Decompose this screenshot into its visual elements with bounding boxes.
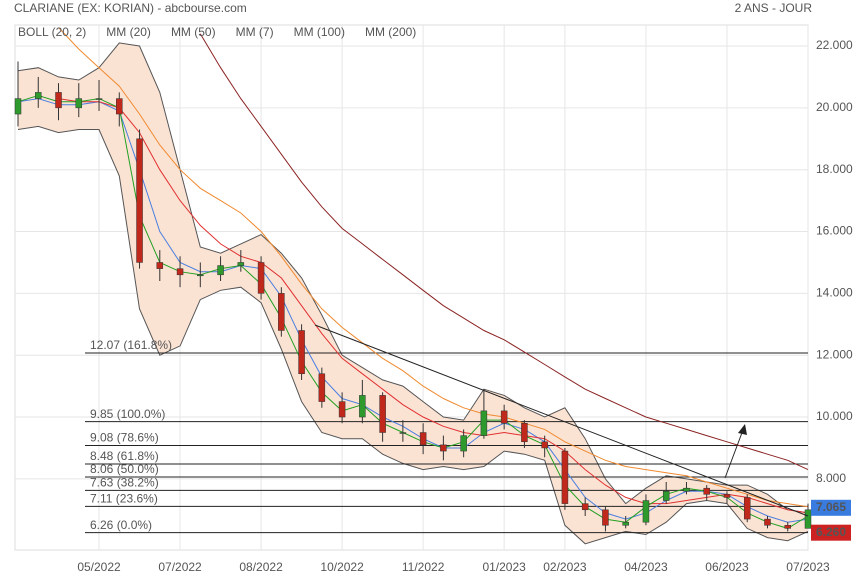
candle-body (743, 497, 751, 520)
candle-body (35, 92, 42, 99)
legend-entry: MM (200) (365, 25, 416, 39)
candle-body (379, 395, 386, 433)
y-tick-label: 12.000 (816, 347, 853, 361)
candle-body (460, 435, 467, 452)
x-tick-label: 11/2022 (402, 560, 445, 574)
candle-body (480, 410, 488, 436)
fib-label: 7.11 (23.6%) (90, 492, 158, 506)
last-value-label: 7.065 (816, 500, 846, 514)
bollinger-line (17, 125, 809, 545)
arrow-head (738, 424, 747, 435)
candle-body (156, 262, 164, 269)
x-tick-label: 01/2023 (482, 560, 526, 574)
moving-average (17, 98, 809, 523)
legend-entry: BOLL (20, 2) (18, 25, 86, 39)
chart-subtitle: 2 ANS - JOUR (735, 1, 813, 15)
candle-body (764, 518, 771, 526)
arrow-shaft (724, 429, 744, 479)
moving-average (58, 27, 809, 508)
moving-average (17, 94, 809, 529)
legend-entry: MM (20) (106, 25, 151, 39)
fib-label: 12.07 (161.8%) (90, 338, 172, 352)
x-tick-label: 07/2023 (786, 560, 830, 574)
candle-body (136, 138, 143, 263)
candle-body (95, 98, 103, 100)
candle-body (14, 98, 22, 115)
candle-body (683, 487, 690, 492)
candle-body (298, 330, 305, 375)
trend-line (314, 324, 809, 517)
moving-average (199, 33, 809, 471)
candle-body (662, 491, 670, 501)
x-tick-label: 04/2023 (624, 560, 668, 574)
candle-body (784, 525, 791, 529)
x-tick-label: 07/2022 (158, 560, 202, 574)
fib-label: 8.48 (61.8%) (90, 449, 159, 463)
candle-body (75, 98, 83, 109)
last-value-box (811, 524, 851, 541)
candle-body (116, 98, 123, 115)
y-tick-label: 22.000 (816, 38, 853, 52)
candle-body (419, 432, 427, 446)
candle-body (176, 268, 184, 276)
legend-entry: MM (7) (236, 25, 274, 39)
candle-body (318, 373, 326, 402)
y-tick-label: 14.000 (816, 286, 853, 300)
candle-body (197, 274, 204, 277)
legend-entry: MM (50) (171, 25, 216, 39)
bollinger-band (18, 42, 808, 544)
candle-body (399, 432, 407, 434)
last-value-box (811, 499, 851, 516)
y-tick-label: 8.000 (816, 471, 846, 485)
y-tick-label: 20.000 (816, 100, 853, 114)
candle-body (237, 262, 245, 266)
fib-label: 9.85 (100.0%) (90, 407, 165, 421)
y-tick-label: 10.000 (816, 409, 853, 423)
candle-body (55, 92, 62, 109)
moving-average (58, 98, 809, 514)
candle-body (581, 503, 589, 511)
plot-area: 8.000 10.000 12.000 14.000 16.000 18.000 20.00… (14, 24, 853, 574)
last-value-label: 6.260 (816, 525, 846, 539)
candle-body (217, 265, 224, 276)
x-tick-label: 10/2022 (320, 560, 364, 574)
candle-body (278, 293, 285, 331)
x-tick-label: 06/2023 (705, 560, 749, 574)
fib-label: 8.06 (50.0%) (90, 462, 159, 476)
fib-label: 9.08 (78.6%) (90, 431, 159, 445)
fib-label: 7.63 (38.2%) (90, 475, 159, 489)
candle-body (602, 509, 609, 526)
x-tick-label: 08/2022 (239, 560, 283, 574)
candle-body (521, 422, 528, 443)
candle-body (257, 262, 265, 294)
x-tick-label: 05/2022 (77, 560, 121, 574)
fib-label: 6.26 (0.0%) (90, 518, 152, 532)
candle-body (642, 500, 650, 523)
y-tick-label: 16.000 (816, 224, 853, 238)
candle-body (359, 395, 366, 418)
candle-body (723, 494, 731, 498)
candle-body (561, 450, 569, 504)
candle-body (338, 401, 346, 418)
candle-body (500, 410, 508, 424)
candle-body (804, 509, 812, 529)
legend-entry: MM (100) (294, 25, 345, 39)
y-tick-label: 18.000 (816, 162, 853, 176)
x-tick-label: 02/2023 (543, 560, 587, 574)
candle-body (622, 521, 629, 526)
candle-body (440, 444, 447, 452)
candle-body (541, 441, 548, 449)
candle-body (703, 487, 710, 495)
chart-title: CLARIANE (EX: KORIAN) - abcbourse.com (14, 1, 247, 15)
